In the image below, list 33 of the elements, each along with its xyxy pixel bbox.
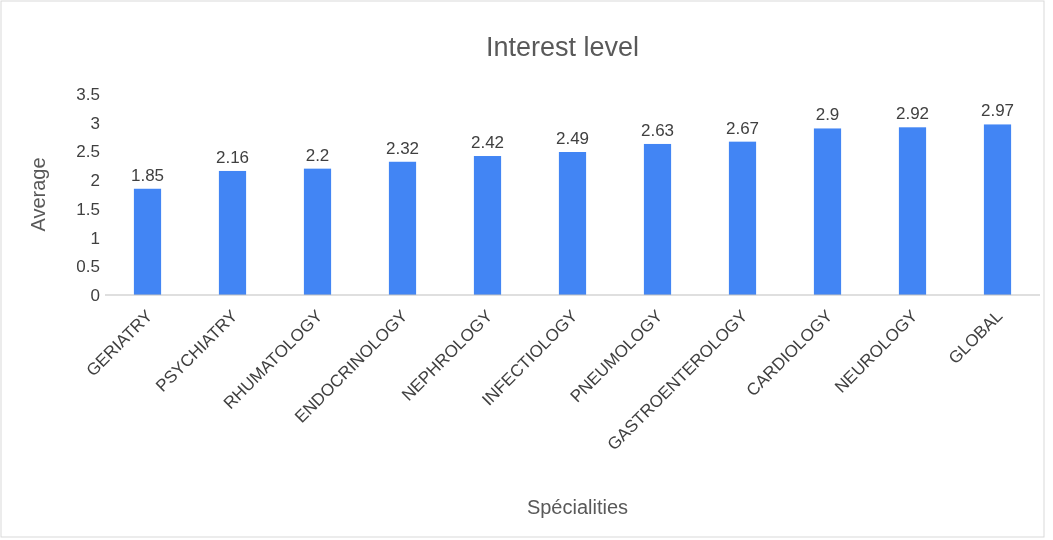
y-tick-label: 1.5 xyxy=(76,199,100,219)
bar xyxy=(133,188,162,295)
bar xyxy=(983,124,1012,295)
data-label: 2.9 xyxy=(815,105,840,125)
data-label: 2.42 xyxy=(470,133,505,153)
data-label: 2.63 xyxy=(640,120,675,140)
bar xyxy=(643,143,672,295)
y-tick-label: 3 xyxy=(90,113,100,133)
bar xyxy=(898,127,927,295)
bar xyxy=(218,170,247,295)
data-label: 2.32 xyxy=(385,138,420,158)
bar xyxy=(558,152,587,295)
data-label: 2.2 xyxy=(305,145,330,165)
bar xyxy=(473,156,502,295)
y-tick-label: 0 xyxy=(90,285,100,305)
bar xyxy=(388,161,417,295)
data-label: 2.67 xyxy=(725,118,760,138)
bar xyxy=(813,128,842,295)
y-axis-title: Average xyxy=(27,157,49,232)
bar xyxy=(728,141,757,295)
x-axis-title: Spécialities xyxy=(526,496,629,518)
chart-title: Interest level xyxy=(485,32,640,62)
data-label: 2.97 xyxy=(980,101,1015,121)
y-tick-label: 3.5 xyxy=(76,84,100,104)
y-tick-label: 2 xyxy=(90,171,100,191)
y-tick-label: 1 xyxy=(90,228,100,248)
data-label: 1.85 xyxy=(130,165,165,185)
data-label: 2.49 xyxy=(555,129,590,148)
y-tick-label: 0.5 xyxy=(76,257,100,277)
y-tick-label: 2.5 xyxy=(76,142,100,162)
bar xyxy=(303,168,332,295)
data-label: 2.92 xyxy=(895,104,930,124)
data-label: 2.16 xyxy=(215,147,250,167)
